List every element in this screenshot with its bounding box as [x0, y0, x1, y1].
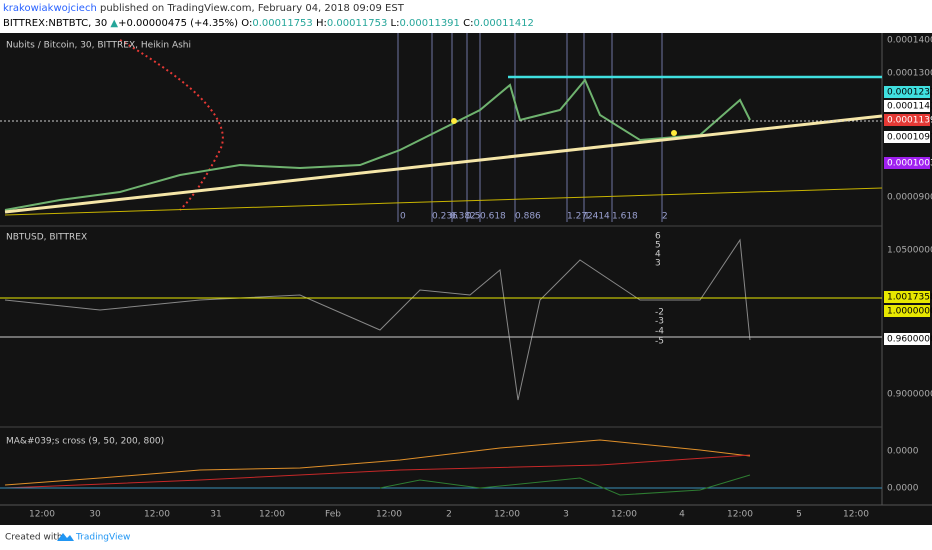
change: +0.00000475 (+4.35%): [118, 18, 238, 29]
pane-title: MA&#039;s cross (9, 50, 200, 800): [6, 437, 164, 447]
time-label: 12:00: [144, 510, 170, 520]
price-label: 0.00010916: [887, 133, 932, 143]
price-label: 0.00013000: [887, 69, 932, 79]
fib-label: 1.414: [584, 212, 610, 222]
price-label: 1.00173583: [887, 293, 932, 303]
time-label: 12:00: [843, 510, 869, 520]
price-label: 0.00009000: [887, 193, 932, 203]
author[interactable]: krakowiakwojciech: [3, 3, 97, 14]
h: 0.00011753: [327, 18, 387, 29]
time-label: 31: [210, 510, 221, 520]
price-label-bg: [884, 305, 930, 317]
fib-label: 2: [662, 212, 668, 222]
price-label-bg: [884, 291, 930, 303]
level-label: -5: [655, 337, 664, 347]
arrow: ▲: [110, 18, 118, 29]
level-label: 5: [655, 241, 661, 251]
header-bg: [0, 0, 932, 33]
price-label: 0.00010033: [887, 159, 932, 169]
time-label: 12:00: [727, 510, 753, 520]
price-path: [4, 78, 751, 211]
fib-label: 0.236: [432, 212, 458, 222]
header-line: krakowiakwojciech published on TradingVi…: [3, 3, 405, 14]
c: 0.00011412: [473, 18, 533, 29]
c-label: C:: [463, 18, 473, 29]
marker: [671, 130, 677, 136]
h-label: H:: [316, 18, 327, 29]
time-label: Feb: [325, 510, 341, 520]
fib-time-lines: [397, 33, 663, 222]
level-label: 3: [655, 259, 661, 269]
price-label-bg: [884, 157, 930, 169]
price-label-bg: [884, 333, 930, 345]
l-label: L:: [391, 18, 400, 29]
ma-line: [4, 439, 751, 486]
fib-label: 1.272: [567, 212, 593, 222]
level-label: 6: [655, 232, 661, 242]
price-label: 1.05000000: [887, 246, 932, 256]
price-label-bg: [884, 100, 930, 112]
price-label: 1.00000000: [887, 307, 932, 317]
o: 0.00011753: [252, 18, 312, 29]
time-label: 12:00: [29, 510, 55, 520]
price-label-bg: [884, 114, 930, 126]
fib-label: 0.5: [466, 212, 480, 222]
fib-label: 0.618: [480, 212, 506, 222]
time-label: 30: [89, 510, 101, 520]
time-label: 3: [563, 510, 569, 520]
pane-title: Nubits / Bitcoin, 30, BITTREX, Heikin As…: [6, 41, 191, 51]
level-label: -3: [655, 317, 664, 327]
marker: [451, 118, 457, 124]
support-line: [4, 187, 883, 216]
chart-bg: [0, 33, 932, 525]
fib-label: 0.382: [450, 212, 476, 222]
time-label: 12:00: [376, 510, 402, 520]
price-label: 0.00012335: [887, 88, 932, 98]
level-label: -4: [655, 327, 664, 337]
price-label: 0.00011391: [887, 116, 932, 126]
time-label: 2: [446, 510, 452, 520]
l: 0.00011391: [399, 18, 459, 29]
pane-title: NBTUSD, BITTREX: [6, 233, 87, 243]
time-label: 4: [679, 510, 685, 520]
price-label: 0.00011412: [887, 102, 932, 112]
fib-label: 1.618: [612, 212, 638, 222]
time-label: 12:00: [611, 510, 637, 520]
price-label: 0.0000: [887, 447, 919, 457]
fib-label: 0.886: [515, 212, 541, 222]
ma-line: [4, 454, 751, 489]
ma-line: [379, 474, 751, 496]
price-label: 0.0000: [887, 484, 919, 494]
level-label: -2: [655, 308, 664, 318]
price-label-bg: [884, 86, 930, 98]
published: published on TradingView.com, February 0…: [100, 3, 405, 14]
time-label: 5: [796, 510, 802, 520]
footer-created: Created with: [5, 533, 63, 543]
symbol: BITTREX:NBTBTC, 30: [3, 18, 107, 29]
level-label: 4: [655, 250, 661, 260]
logo-icon: [57, 533, 74, 541]
footer-bg: [0, 525, 932, 550]
time-label: 12:00: [494, 510, 520, 520]
price-label: 0.00014000: [887, 36, 932, 46]
o-label: O:: [241, 18, 252, 29]
ohlc-line: BITTREX:NBTBTC, 30 ▲+0.00000475 (+4.35%)…: [3, 18, 534, 29]
price-label-bg: [884, 131, 930, 143]
trend-line: [4, 114, 883, 214]
fib-label: 0: [400, 212, 406, 222]
footer-brand[interactable]: TradingView: [75, 533, 130, 543]
price-label: 0.90000000: [887, 390, 932, 400]
price-label: 0.96000000: [887, 335, 932, 345]
time-label: 12:00: [259, 510, 285, 520]
